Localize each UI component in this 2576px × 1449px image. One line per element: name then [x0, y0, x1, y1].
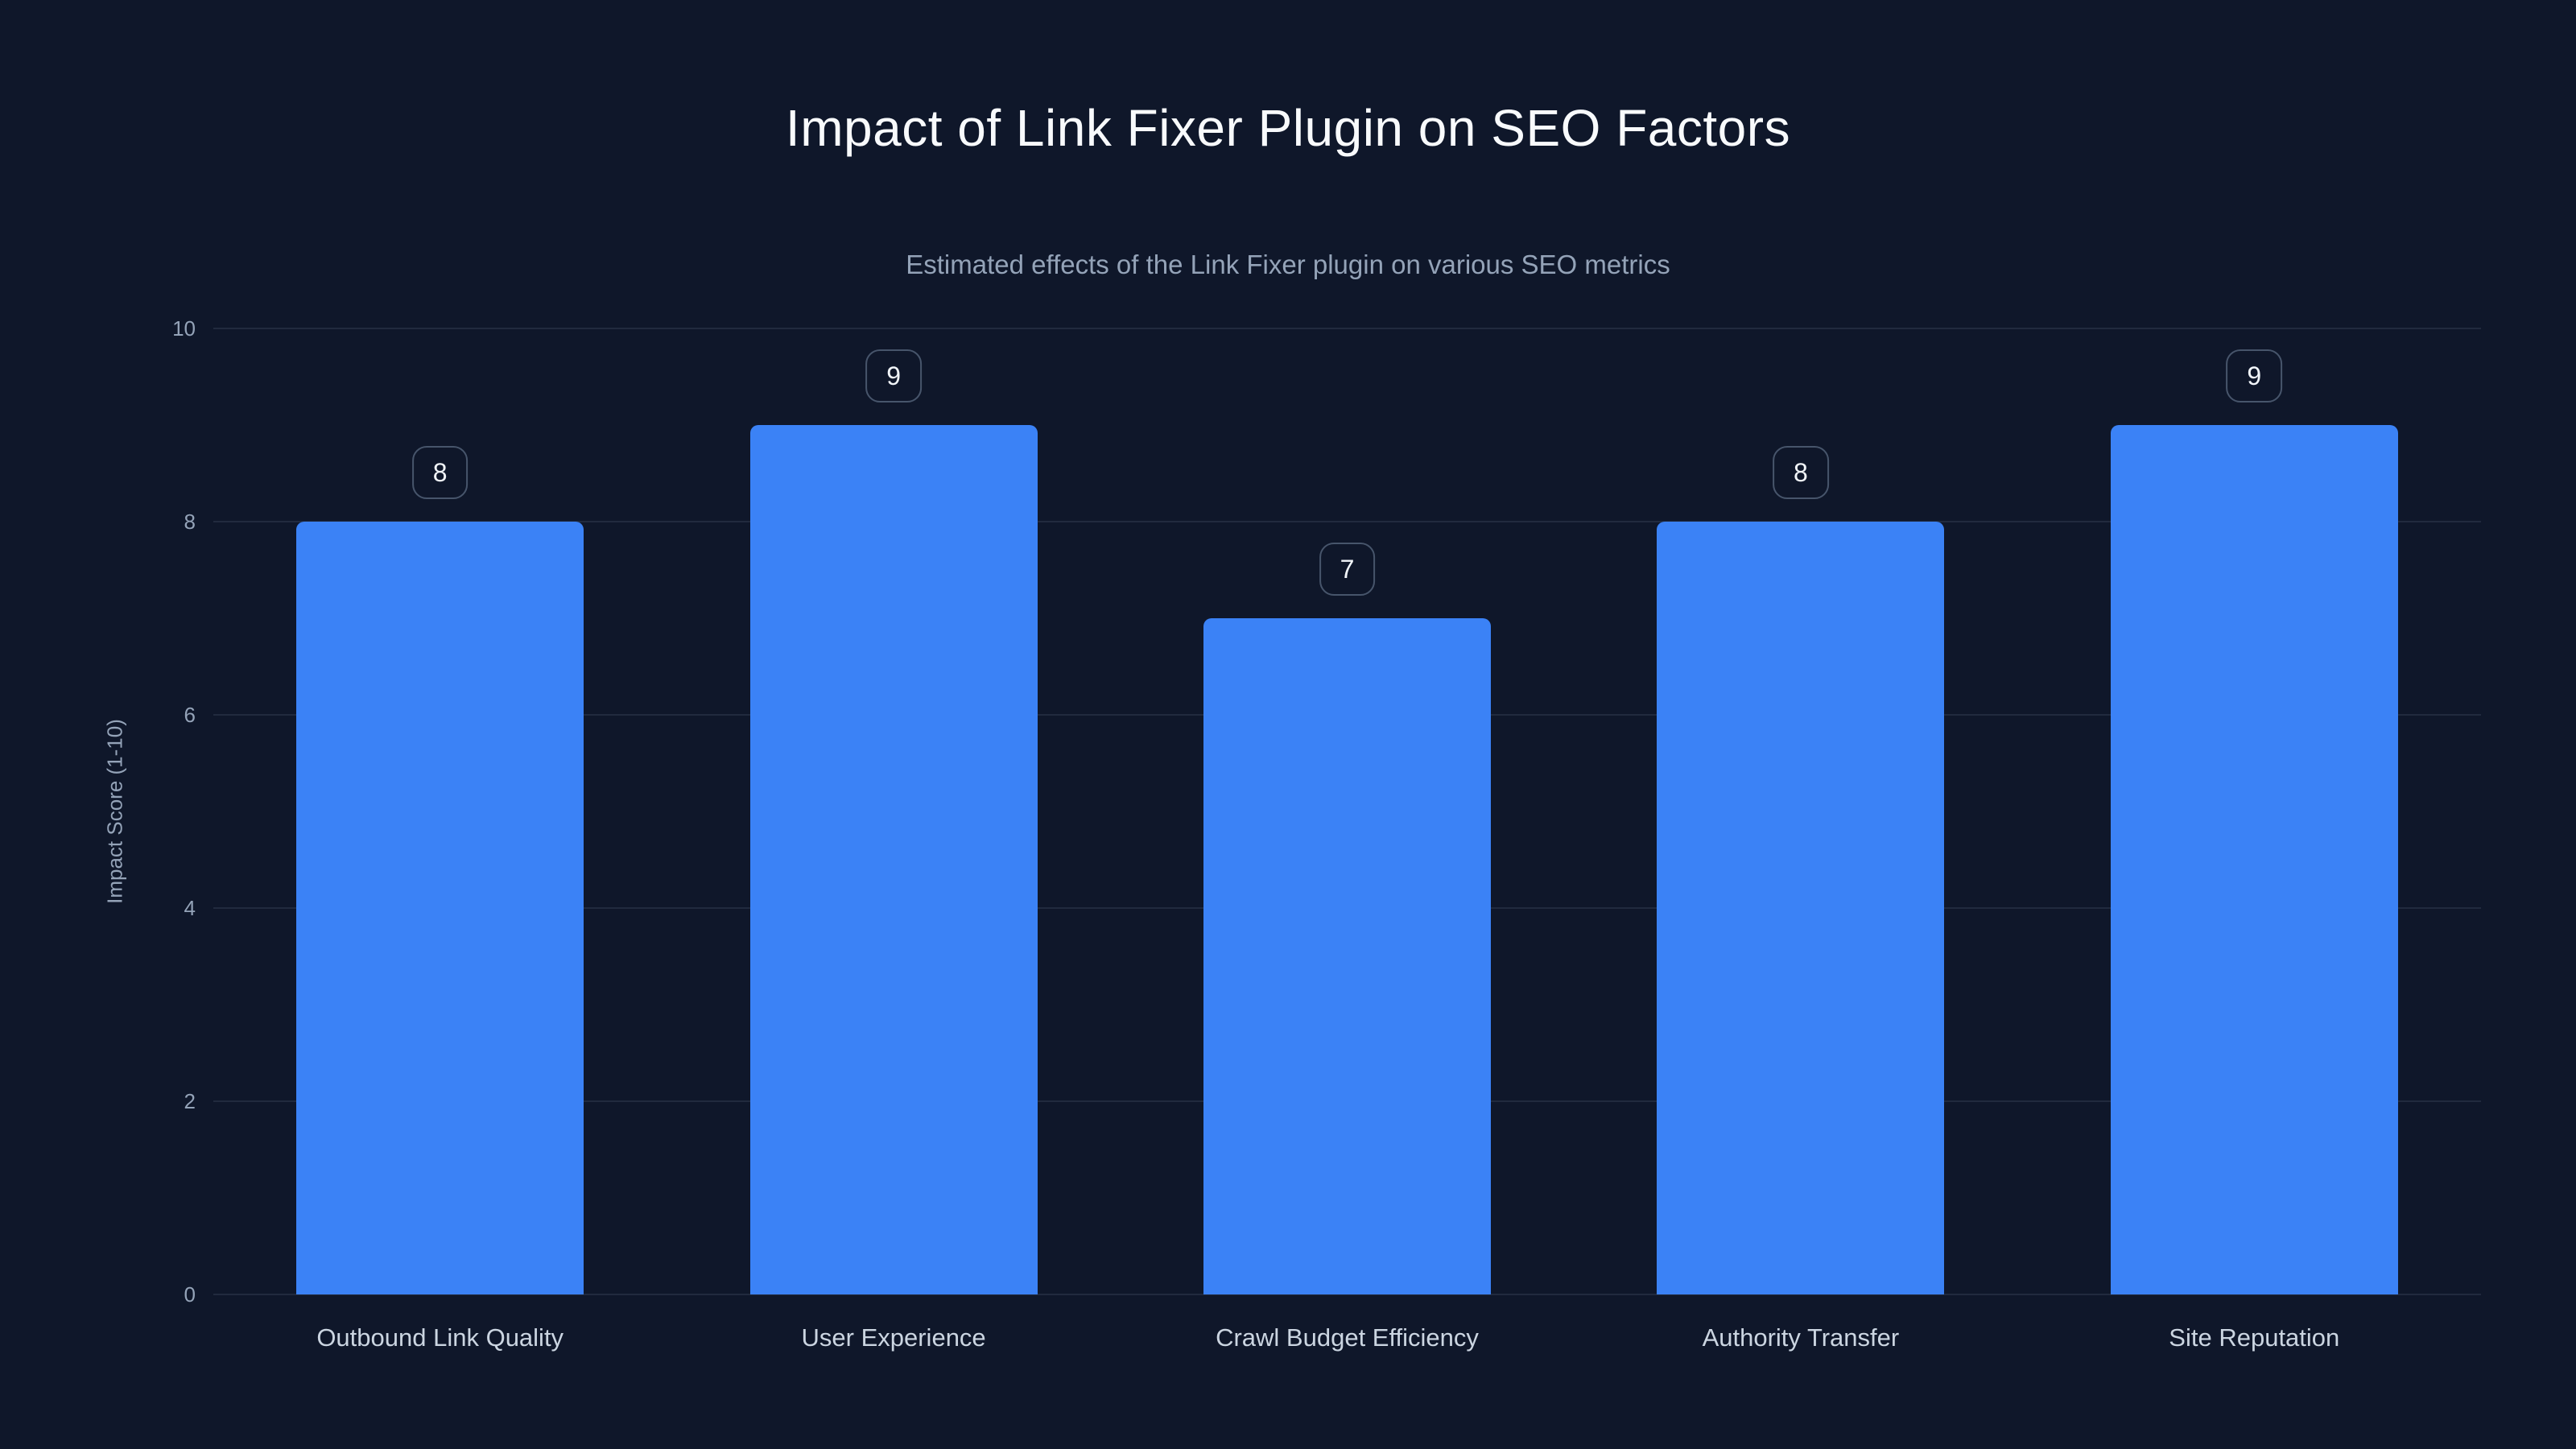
value-badge: 7: [1319, 543, 1376, 596]
y-tick-label: 2: [184, 1089, 196, 1113]
y-tick-label: 6: [184, 703, 196, 727]
y-tick-label: 8: [184, 510, 196, 534]
y-tick-label: 0: [184, 1282, 196, 1307]
value-badge: 8: [411, 446, 469, 499]
gridline: [213, 521, 2481, 522]
bar: [296, 522, 584, 1294]
y-tick-label: 10: [172, 316, 196, 341]
category-label: Authority Transfer: [1702, 1323, 1900, 1352]
bar: [749, 425, 1038, 1294]
gridline: [213, 1294, 2481, 1295]
category-label: Crawl Budget Efficiency: [1216, 1323, 1479, 1352]
value-badge: 8: [1772, 446, 1829, 499]
chart-title: Impact of Link Fixer Plugin on SEO Facto…: [785, 99, 1791, 157]
value-badge: 9: [2226, 349, 2283, 402]
category-label: User Experience: [801, 1323, 986, 1352]
bar: [2110, 425, 2398, 1294]
chart-subtitle: Estimated effects of the Link Fixer plug…: [906, 250, 1670, 279]
category-label: Site Reputation: [2169, 1323, 2340, 1352]
value-badge: 9: [865, 349, 922, 402]
gridline: [213, 328, 2481, 329]
y-tick-label: 4: [184, 896, 196, 920]
category-label: Outbound Link Quality: [316, 1323, 564, 1352]
plot-area: 0 2 4 6 8 10 8 Outbound Link Quality 9 User Exper…: [172, 316, 2481, 1352]
bar: [1657, 522, 1945, 1294]
y-axis-title: Impact Score (1-10): [102, 719, 127, 904]
bar: [1203, 618, 1492, 1294]
